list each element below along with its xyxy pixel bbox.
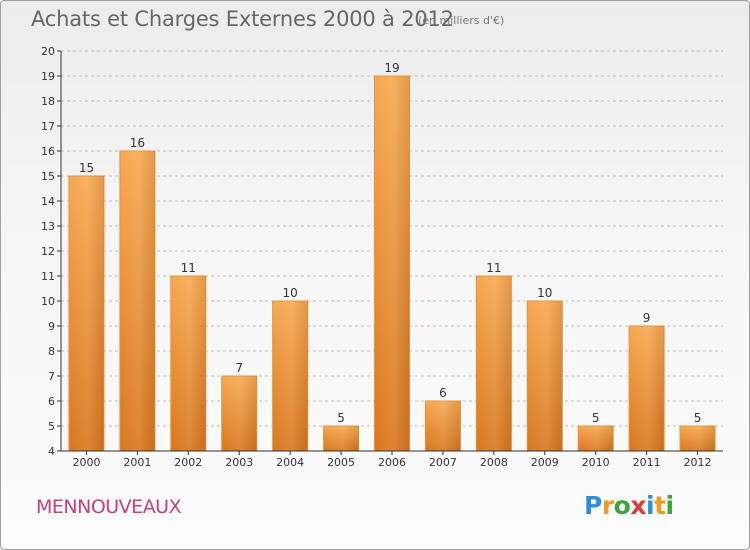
x-tick-label-2004: 2004: [276, 456, 304, 469]
x-tick-label-2009: 2009: [531, 456, 559, 469]
y-tick-label: 9: [48, 320, 55, 333]
bar-sheen-2006: [374, 76, 410, 451]
chart-unit: (en milliers d'€): [418, 14, 505, 27]
bar-sheen-2010: [578, 426, 614, 451]
logo-letter: P: [584, 491, 602, 520]
bar-sheen-2003: [221, 376, 257, 451]
value-label-2009: 10: [537, 286, 552, 300]
value-label-2008: 11: [486, 261, 501, 275]
y-tick-label: 15: [41, 170, 55, 183]
y-tick-label: 13: [41, 220, 55, 233]
bar-sheen-2004: [272, 301, 308, 451]
x-tick-label-2000: 2000: [72, 456, 100, 469]
value-label-2011: 9: [643, 311, 651, 325]
x-tick-label-2005: 2005: [327, 456, 355, 469]
y-tick-label: 18: [41, 95, 55, 108]
bars-layer: 15 16 11 7 10 5 19 6 11 10 5 9 5: [68, 61, 716, 452]
y-tick-label: 8: [48, 345, 55, 358]
logo-letter: x: [630, 491, 646, 520]
x-tick-label-2008: 2008: [480, 456, 508, 469]
bar-sheen-2002: [170, 276, 206, 451]
value-label-2002: 11: [181, 261, 196, 275]
x-tick-label-2010: 2010: [582, 456, 610, 469]
y-tick-label: 12: [41, 245, 55, 258]
bar-sheen-2001: [119, 151, 155, 451]
value-label-2012: 5: [694, 411, 702, 425]
y-tick-label: 19: [41, 70, 55, 83]
x-tick-label-2007: 2007: [429, 456, 457, 469]
axis-layer: 4 5 6 7 8 9 10 11 12 13 14 15 16 17 18 19 20 2000 2001 2002…: [41, 45, 723, 469]
x-tick-label-2012: 2012: [684, 456, 712, 469]
y-tick-label: 16: [41, 145, 55, 158]
proxiti-logo: Proxiti: [584, 491, 674, 520]
logo-letter: i: [646, 491, 655, 520]
value-label-2006: 19: [384, 61, 399, 75]
value-label-2005: 5: [337, 411, 345, 425]
x-tick-label-2002: 2002: [174, 456, 202, 469]
y-tick-label: 7: [48, 370, 55, 383]
value-label-2004: 10: [283, 286, 298, 300]
y-tick-label: 14: [41, 195, 55, 208]
town-name: MENNOUVEAUX: [36, 496, 182, 518]
value-label-2001: 16: [130, 136, 145, 150]
y-tick-label: 11: [41, 270, 55, 283]
bar-sheen-2008: [476, 276, 512, 451]
y-tick-label: 17: [41, 120, 55, 133]
logo-letter: r: [601, 491, 614, 520]
value-label-2003: 7: [235, 361, 243, 375]
x-tick-label-2001: 2001: [123, 456, 151, 469]
value-label-2000: 15: [79, 161, 94, 175]
logo-letter: i: [665, 491, 675, 520]
chart-title: Achats et Charges Externes 2000 à 2012: [31, 7, 454, 31]
value-label-2007: 6: [439, 386, 447, 400]
y-tick-label: 20: [41, 45, 55, 58]
y-tick-label: 4: [48, 445, 55, 458]
x-tick-label-2011: 2011: [633, 456, 661, 469]
logo-letter: t: [654, 491, 666, 520]
y-tick-label: 5: [48, 420, 55, 433]
bar-sheen-2005: [323, 426, 359, 451]
bar-sheen-2009: [527, 301, 563, 451]
bar-sheen-2007: [425, 401, 461, 451]
logo-letter: o: [613, 491, 631, 520]
bar-sheen-2011: [629, 326, 665, 451]
value-label-2010: 5: [592, 411, 600, 425]
bar-sheen-2012: [680, 426, 716, 451]
x-tick-label-2006: 2006: [378, 456, 406, 469]
y-tick-label: 10: [41, 295, 55, 308]
bar-sheen-2000: [68, 176, 104, 451]
y-tick-label: 6: [48, 395, 55, 408]
x-tick-label-2003: 2003: [225, 456, 253, 469]
